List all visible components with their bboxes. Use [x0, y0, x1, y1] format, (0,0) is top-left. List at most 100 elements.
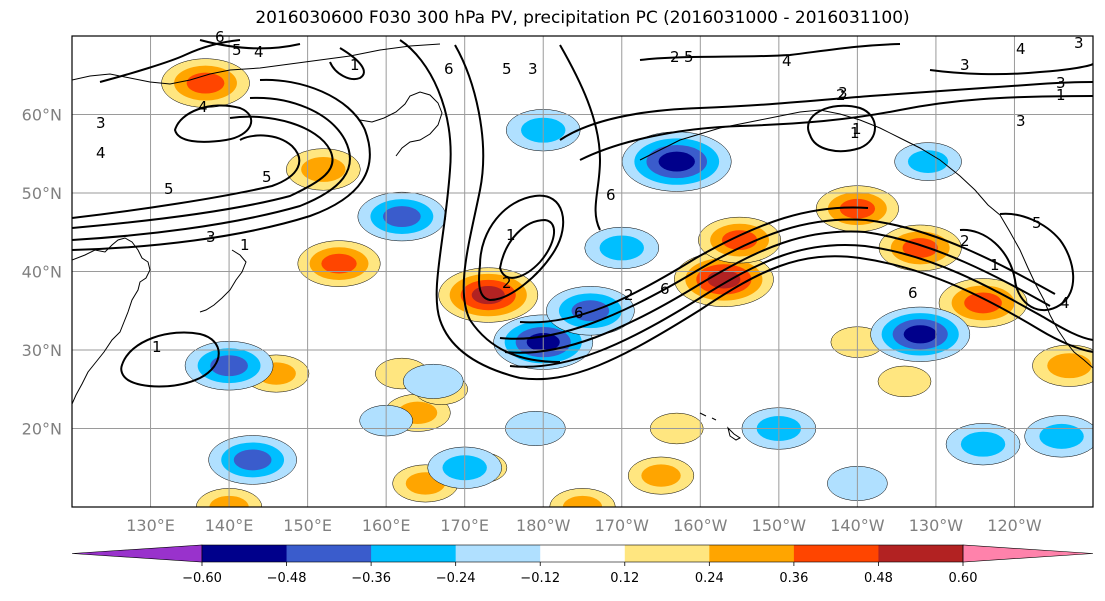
contour-label: 6 — [215, 28, 225, 46]
precip-patch — [208, 435, 297, 485]
pv-contour — [959, 212, 1075, 311]
contour-label: 4 — [96, 144, 106, 162]
precip-patch — [549, 488, 616, 507]
pv-contour — [199, 39, 301, 50]
precip-patch — [627, 456, 695, 495]
lon-tick-label: 120°W — [987, 516, 1042, 535]
contour-label: 6 — [606, 186, 616, 204]
contour-label: 4 — [1016, 40, 1026, 58]
pv-contour — [807, 104, 876, 153]
lon-tick-label: 170°E — [440, 516, 489, 535]
hawaii-islands — [699, 412, 741, 441]
lon-tick-label: 140°E — [205, 516, 254, 535]
contour-label: 1 — [152, 338, 162, 356]
contour-label: 2 — [836, 86, 846, 104]
colorbar: −0.60 −0.48 −0.36 −0.24 −0.12 0.12 0.24 0.36 0.4… — [71, 544, 1094, 586]
contour-label: 5 — [1032, 214, 1042, 232]
map-title: 2016030600 F030 300 hPa PV, precipitatio… — [255, 8, 910, 28]
colorbar-swatch — [793, 545, 879, 562]
northamerica-coastline — [999, 214, 1093, 369]
lon-tick-label: 130°E — [126, 516, 175, 535]
precip-patch — [870, 306, 971, 362]
colorbar-swatch — [371, 545, 457, 562]
contour-label: 5 — [164, 180, 174, 198]
contour-label: 4 — [254, 43, 264, 61]
pv-contour — [173, 104, 253, 143]
precip-contour-fill — [658, 151, 695, 172]
colorbar-swatch — [455, 545, 541, 562]
pv-contour — [498, 218, 555, 279]
kamchatka-coastline — [359, 91, 443, 157]
pv-contour — [99, 39, 241, 83]
lat-tick-label: 60°N — [22, 106, 62, 125]
colorbar-extend-min — [71, 544, 203, 563]
precip-patch — [403, 363, 464, 399]
pv-contour — [519, 255, 1093, 381]
precip-patch — [357, 191, 447, 242]
colorbar-swatch — [202, 545, 288, 562]
contour-label: 3 — [1056, 74, 1066, 92]
pv-contour — [504, 230, 1051, 354]
colorbar-tick-label: 0.48 — [864, 571, 893, 586]
contour-label: 3 — [206, 228, 216, 246]
gridlines — [72, 36, 1093, 507]
precip-contour-fill — [907, 150, 949, 174]
precip-patch — [297, 240, 381, 287]
pv-contour — [559, 81, 1093, 141]
contour-label: 1 — [990, 256, 1000, 274]
pv-contour — [509, 243, 1093, 368]
colorbar-swatch — [540, 545, 626, 562]
contour-label: 6 — [908, 284, 918, 302]
lon-tick-label: 150°W — [752, 516, 807, 535]
precip-patch — [698, 216, 782, 264]
precip-contour-fill — [964, 292, 1002, 314]
pv-contour — [639, 43, 901, 61]
precip-patch — [621, 131, 732, 192]
precip-patch — [894, 142, 962, 181]
pv-contour — [478, 194, 565, 302]
contour-label: 1 — [850, 124, 860, 142]
pv-contour — [72, 115, 334, 229]
pv-contours — [72, 39, 1093, 388]
pv-contour — [329, 47, 365, 80]
precip-patch — [1032, 344, 1093, 387]
colorbar-outline — [201, 544, 964, 563]
precip-contour-fill — [233, 449, 272, 471]
precip-contour-fill — [960, 431, 1006, 457]
colorbar-tick-label: 0.12 — [610, 571, 639, 586]
precip-patch — [877, 365, 932, 398]
precip-patch — [546, 286, 635, 336]
precip-contour-fill — [403, 363, 464, 399]
pv-contour — [499, 218, 1056, 340]
precip-contour-fill — [571, 300, 610, 322]
lon-tick-label: 170°W — [595, 516, 650, 535]
colorbar-tick-label: −0.24 — [436, 571, 476, 586]
contour-label: 4 — [782, 52, 792, 70]
precip-contour-fill — [301, 156, 346, 182]
colorbar-tick-label: 0.24 — [695, 571, 724, 586]
contour-label: 4 — [198, 98, 208, 116]
lon-tick-label: 140°W — [830, 516, 885, 535]
colorbar-tick-label: −0.60 — [182, 571, 222, 586]
contour-label: 2 — [624, 286, 634, 304]
lon-tick-label: 180°W — [516, 516, 571, 535]
contour-label: 5 — [262, 168, 272, 186]
lon-tick-label: 160°W — [673, 516, 728, 535]
precip-contour-fill — [877, 365, 932, 398]
lat-tick-label: 40°N — [22, 263, 62, 282]
longitude-labels: 130°E 140°E 150°E 160°E 170°E 180°W 170°W 160°W… — [126, 516, 1042, 535]
pv-contour — [72, 78, 371, 251]
contour-label: 4 — [1060, 294, 1070, 312]
precip-patch — [938, 278, 1028, 328]
pv-contour — [579, 95, 1093, 161]
contour-label: 2 — [670, 48, 680, 66]
contour-label: 5 — [502, 60, 512, 78]
colorbar-tick-label: −0.48 — [267, 571, 307, 586]
pv-contour — [120, 331, 220, 388]
contour-label: 1 — [852, 120, 862, 138]
colorbar-tick-label: 0.36 — [779, 571, 808, 586]
lat-tick-label: 20°N — [22, 420, 62, 439]
colorbar-swatch — [286, 545, 372, 562]
colorbar-swatch — [878, 545, 964, 562]
